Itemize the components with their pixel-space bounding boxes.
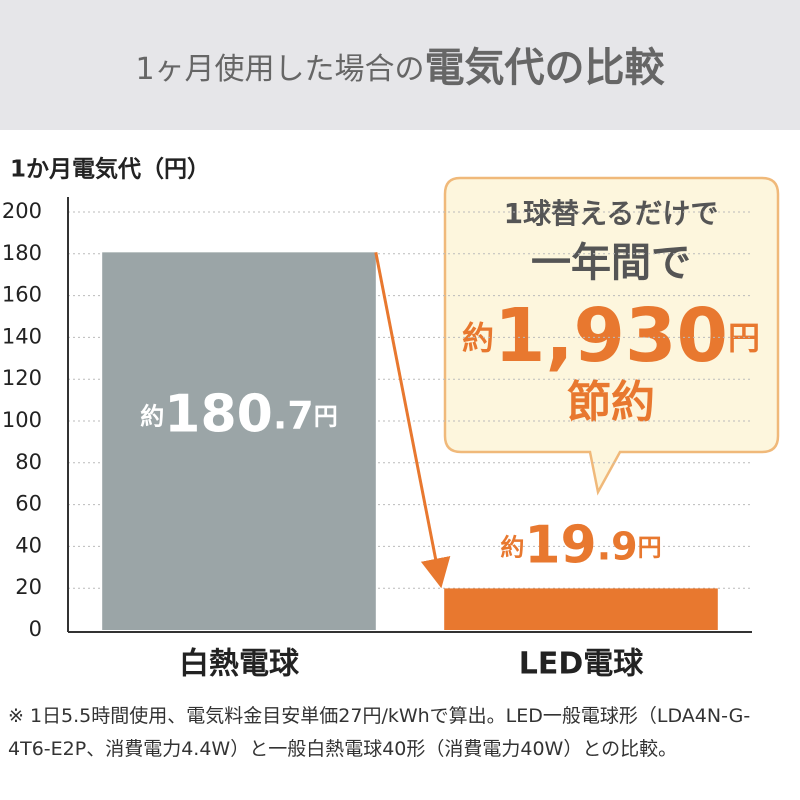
y-tick-label: 140 [2,324,42,348]
callout-text: 節約 [567,377,655,428]
bar [102,252,376,630]
callout-box [443,176,780,496]
x-tick-label: 白熱電球 [179,647,300,682]
y-axis-label: 1か月電気代（円） [10,156,210,183]
value-label: 約180.7円 [140,384,337,444]
y-tick-label: 40 [15,533,42,557]
y-tick-label: 0 [29,617,42,641]
header-band [0,0,800,130]
y-tick-label: 200 [2,199,42,223]
y-tick-label: 100 [2,408,42,432]
y-tick-label: 180 [2,241,42,265]
y-tick-label: 60 [15,492,42,516]
y-tick-label: 160 [2,283,42,307]
footnote: ※ 1日5.5時間使用、電気料金目安単価27円/kWhで算出。LED一般電球形（… [8,705,751,760]
title-part: 1ヶ月使用した場合の [135,52,424,87]
y-tick-label: 20 [15,575,42,599]
y-tick-label: 120 [2,366,42,390]
y-tick-label: 80 [15,450,42,474]
callout-text: 約1,930円 [462,293,760,379]
callout-text: 1球替えるだけで [504,197,719,230]
bar [444,588,718,630]
x-tick-label: LED電球 [519,647,645,682]
title-emphasis: 電気代の比較 [425,45,666,91]
value-label: 約19.9円 [500,515,661,575]
callout-text: 一年間で [531,240,691,286]
arrow [374,252,451,589]
chart-title: 1ヶ月使用した場合の電気代の比較 [135,45,665,91]
